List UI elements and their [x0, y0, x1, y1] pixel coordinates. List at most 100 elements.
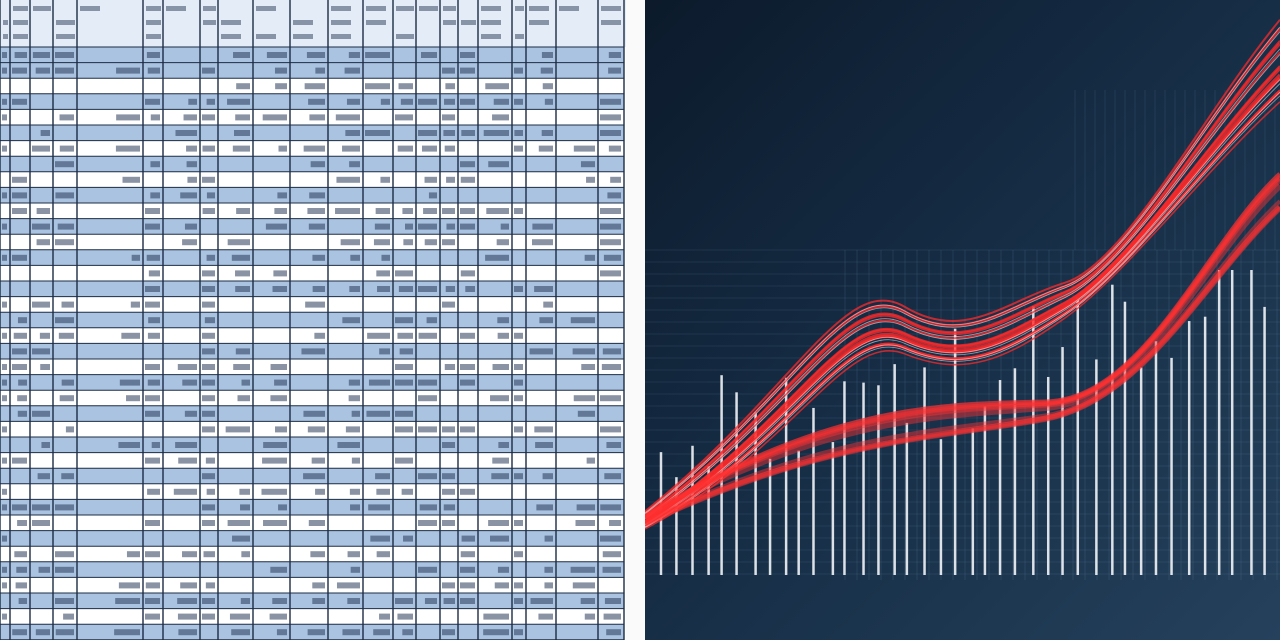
cell-glyph	[576, 504, 595, 511]
bar	[971, 428, 975, 575]
cell-glyph	[351, 410, 360, 417]
cell-glyph	[13, 332, 27, 339]
bar	[862, 382, 865, 575]
cell-glyph	[315, 67, 325, 74]
cell-glyph	[577, 410, 595, 417]
cell-glyph	[460, 67, 475, 74]
cell-glyph	[483, 613, 509, 620]
cell-glyph	[55, 67, 74, 74]
cell-glyph	[145, 598, 160, 604]
cell-glyph	[202, 67, 215, 74]
cell-glyph	[348, 379, 360, 386]
cell-glyph	[442, 473, 455, 480]
header-glyph	[221, 34, 241, 39]
cell-glyph	[178, 457, 197, 464]
cell-glyph	[600, 426, 621, 433]
header-glyph	[601, 6, 621, 11]
cell-glyph	[544, 98, 553, 105]
trend-line	[645, 48, 1280, 518]
cell-glyph	[573, 395, 595, 402]
cell-glyph	[2, 457, 7, 464]
cell-glyph	[275, 426, 287, 433]
cell-glyph	[182, 379, 197, 386]
cell-glyph	[308, 223, 325, 230]
cell-glyph	[395, 270, 413, 277]
cell-glyph	[442, 67, 455, 74]
header-glyph	[3, 34, 8, 39]
cell-glyph	[460, 52, 475, 58]
cell-glyph	[116, 114, 140, 121]
cell-glyph	[274, 208, 287, 214]
cell-glyph	[16, 566, 27, 573]
spreadsheet-grid	[0, 0, 626, 640]
cell-glyph	[202, 504, 215, 511]
bar	[675, 477, 678, 575]
bar	[691, 445, 694, 575]
cell-glyph	[534, 286, 553, 292]
cell-glyph	[460, 176, 475, 183]
cell-glyph	[12, 629, 27, 636]
cell-glyph	[460, 379, 475, 386]
cell-glyph	[608, 52, 621, 58]
table-row	[0, 483, 624, 500]
cell-glyph	[202, 598, 215, 604]
cell-glyph	[572, 348, 595, 355]
cell-glyph	[59, 395, 74, 402]
cell-glyph	[460, 332, 475, 339]
cell-glyph	[227, 98, 250, 105]
cell-glyph	[236, 83, 250, 90]
table-row	[0, 234, 624, 250]
cell-glyph	[538, 613, 553, 620]
cell-glyph	[377, 286, 390, 292]
cell-glyph	[349, 488, 360, 495]
cell-glyph	[491, 473, 509, 480]
cell-glyph	[367, 332, 390, 339]
cell-glyph	[131, 254, 140, 261]
cell-glyph	[147, 379, 160, 386]
header-glyph	[331, 6, 351, 11]
cell-glyph	[202, 301, 215, 308]
cell-glyph	[395, 598, 413, 604]
cell-glyph	[145, 395, 160, 402]
cell-glyph	[40, 364, 50, 370]
cell-glyph	[336, 176, 360, 183]
cell-glyph	[370, 535, 390, 542]
cell-glyph	[276, 629, 287, 636]
cell-glyph	[65, 426, 74, 433]
cell-glyph	[55, 504, 74, 511]
cell-glyph	[442, 239, 455, 246]
cell-glyph	[542, 473, 553, 480]
cell-glyph	[538, 145, 553, 152]
cell-glyph	[380, 98, 390, 105]
cell-glyph	[119, 379, 140, 386]
cell-glyph	[483, 130, 509, 136]
trend-band	[645, 204, 1280, 526]
cell-glyph	[32, 223, 50, 230]
header-glyph	[256, 34, 276, 39]
cell-glyph	[145, 613, 160, 620]
cell-glyph	[148, 270, 160, 277]
cell-glyph	[202, 426, 215, 433]
cell-glyph	[202, 379, 215, 386]
cell-glyph	[345, 130, 360, 136]
cell-glyph	[12, 348, 27, 355]
cell-glyph	[514, 286, 523, 292]
cell-glyph	[584, 254, 595, 261]
cell-glyph	[308, 98, 325, 105]
cell-glyph	[2, 582, 7, 589]
cell-glyph	[177, 613, 197, 620]
cell-glyph	[309, 114, 325, 121]
cell-glyph	[418, 473, 437, 480]
cell-glyph	[55, 52, 74, 58]
cell-glyph	[351, 457, 360, 464]
cell-glyph	[348, 52, 360, 58]
cell-glyph	[202, 395, 215, 402]
cell-glyph	[461, 130, 475, 136]
trend-band	[645, 174, 1280, 520]
cell-glyph	[485, 254, 509, 261]
cell-glyph	[460, 488, 475, 495]
cell-glyph	[206, 192, 215, 199]
header-glyph	[203, 6, 216, 11]
trend-line	[645, 101, 1280, 530]
trend-band	[645, 206, 1280, 525]
